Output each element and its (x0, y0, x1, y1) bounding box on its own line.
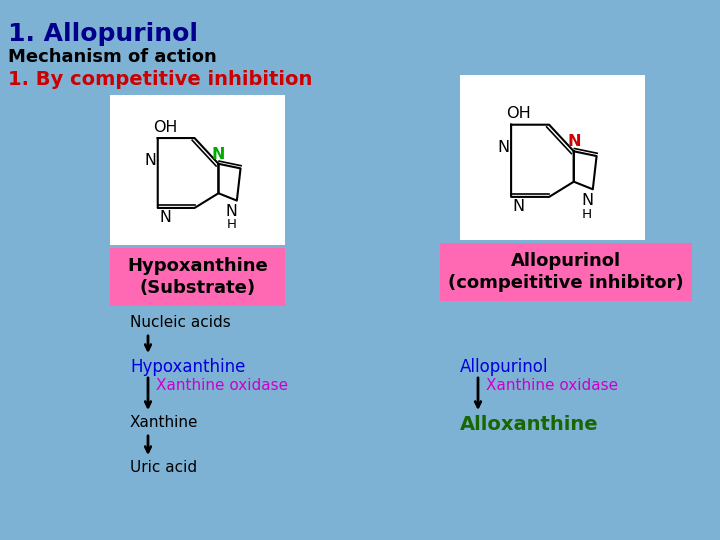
Text: Mechanism of action: Mechanism of action (8, 48, 217, 66)
Text: OH: OH (506, 106, 531, 121)
Text: 1. Allopurinol: 1. Allopurinol (8, 22, 198, 46)
Text: N: N (567, 134, 580, 149)
FancyBboxPatch shape (460, 75, 645, 240)
Text: Xanthine oxidase: Xanthine oxidase (156, 378, 288, 393)
FancyBboxPatch shape (440, 243, 692, 301)
Text: Nucleic acids: Nucleic acids (130, 315, 230, 330)
Text: Uric acid: Uric acid (130, 460, 197, 475)
Text: N: N (145, 153, 156, 167)
FancyBboxPatch shape (110, 95, 285, 245)
Text: N: N (225, 204, 237, 219)
Text: N: N (498, 140, 510, 155)
Text: N: N (581, 193, 593, 208)
Text: N: N (159, 210, 171, 225)
FancyBboxPatch shape (110, 248, 285, 306)
Text: Allopurinol
(compeititive inhibitor): Allopurinol (compeititive inhibitor) (448, 252, 684, 292)
Text: Alloxanthine: Alloxanthine (460, 415, 598, 434)
Text: N: N (513, 199, 525, 214)
Text: Allopurinol: Allopurinol (460, 358, 549, 376)
Text: 1. By competitive inhibition: 1. By competitive inhibition (8, 70, 312, 89)
Text: Hypoxanthine: Hypoxanthine (130, 358, 246, 376)
Text: Xanthine: Xanthine (130, 415, 199, 430)
Text: Xanthine oxidase: Xanthine oxidase (486, 378, 618, 393)
Text: OH: OH (153, 119, 177, 134)
Text: H: H (226, 218, 236, 231)
Text: N: N (212, 147, 225, 162)
Text: Hypoxanthine
(Substrate): Hypoxanthine (Substrate) (127, 257, 268, 297)
Text: H: H (582, 207, 593, 220)
